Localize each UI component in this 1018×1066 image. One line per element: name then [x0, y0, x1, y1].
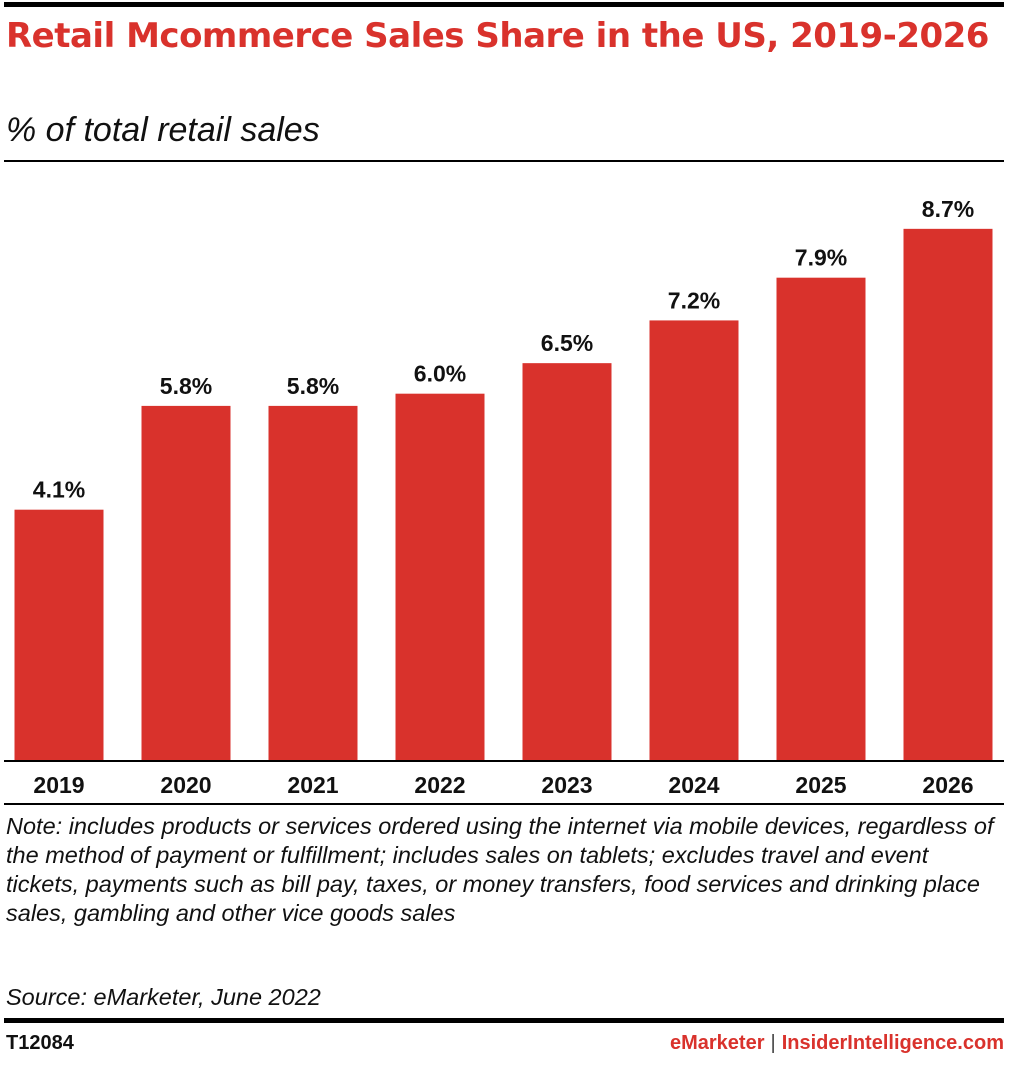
- footer-rule: [4, 1018, 1004, 1023]
- data-label-2024: 7.2%: [668, 287, 720, 313]
- x-tick-2025: 2025: [795, 772, 846, 798]
- data-label-2019: 4.1%: [33, 477, 85, 503]
- bar-2020: [141, 405, 231, 760]
- chart-source: Source: eMarketer, June 2022: [6, 984, 321, 1010]
- data-label-2020: 5.8%: [160, 373, 212, 399]
- x-tick-2022: 2022: [414, 772, 465, 798]
- bar-2024: [649, 320, 739, 760]
- brand-emarketer[interactable]: eMarketer: [669, 1032, 765, 1054]
- bar-2022: [395, 393, 485, 760]
- x-tick-2023: 2023: [541, 772, 592, 798]
- chart-title: Retail Mcommerce Sales Share in the US, …: [6, 16, 989, 56]
- data-label-2023: 6.5%: [541, 330, 593, 356]
- bar-2025: [776, 277, 866, 760]
- bar-2026: [903, 228, 993, 760]
- x-tick-2026: 2026: [922, 772, 973, 798]
- data-label-2026: 8.7%: [922, 196, 974, 222]
- data-label-2022: 6.0%: [414, 361, 466, 387]
- brand: eMarketer | InsiderIntelligence.com: [670, 1032, 1004, 1055]
- x-tick-2019: 2019: [33, 772, 84, 798]
- chart-id: T12084: [6, 1032, 74, 1054]
- x-axis-line: [4, 760, 1004, 762]
- brand-insiderintelligence[interactable]: InsiderIntelligence.com: [781, 1032, 1004, 1054]
- data-label-2025: 7.9%: [795, 245, 847, 271]
- x-tick-2021: 2021: [287, 772, 338, 798]
- subtitle-rule: [4, 160, 1004, 162]
- data-label-2021: 5.8%: [287, 373, 339, 399]
- bar-2019: [14, 509, 104, 760]
- bar-2021: [268, 405, 358, 760]
- brand-separator: |: [770, 1032, 776, 1054]
- note-rule: [4, 803, 1004, 805]
- x-tick-2020: 2020: [160, 772, 211, 798]
- bar-chart: 4.1% 2019 5.8% 2020 5.8% 2021 6.0% 2022 6.5% 2023…: [14, 196, 993, 798]
- x-tick-2024: 2024: [668, 772, 719, 798]
- chart-note: Note: includes products or services orde…: [6, 813, 994, 926]
- bar-2023: [522, 363, 612, 760]
- top-rule: [4, 2, 1004, 7]
- chart-subtitle: % of total retail sales: [6, 111, 320, 149]
